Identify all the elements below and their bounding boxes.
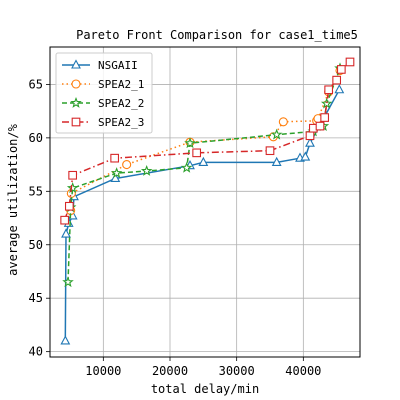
x-tick-label: 20000 bbox=[152, 364, 188, 378]
chart-title: Pareto Front Comparison for case1_time5 bbox=[76, 28, 358, 42]
legend-label: SPEA2_1 bbox=[98, 78, 144, 91]
data-point bbox=[321, 114, 329, 122]
data-point bbox=[346, 58, 354, 66]
legend-marker bbox=[72, 118, 80, 126]
data-point bbox=[193, 149, 201, 157]
data-point bbox=[266, 147, 274, 155]
legend-label: SPEA2_2 bbox=[98, 97, 144, 110]
x-tick-label: 10000 bbox=[85, 364, 121, 378]
x-tick-label: 30000 bbox=[219, 364, 255, 378]
data-point bbox=[301, 153, 309, 161]
data-point bbox=[111, 154, 119, 162]
x-tick-label: 40000 bbox=[285, 364, 321, 378]
data-point bbox=[338, 66, 346, 74]
data-point bbox=[62, 230, 70, 238]
data-point bbox=[69, 171, 77, 179]
data-point bbox=[316, 122, 324, 130]
data-point bbox=[61, 336, 69, 344]
y-tick-label: 65 bbox=[29, 77, 43, 91]
data-point bbox=[123, 161, 131, 169]
y-axis-label: average utilization/% bbox=[6, 123, 20, 275]
legend: NSGAII SPEA2_1 SPEA2_2 SPEA2_3 bbox=[56, 53, 152, 133]
data-point bbox=[325, 86, 333, 94]
y-tick-label: 55 bbox=[29, 184, 43, 198]
legend-marker bbox=[72, 80, 80, 88]
data-point bbox=[333, 76, 341, 84]
legend-label: SPEA2_3 bbox=[98, 116, 144, 129]
data-point bbox=[335, 85, 343, 93]
data-point bbox=[66, 202, 74, 210]
data-point bbox=[61, 216, 69, 224]
y-tick-label: 60 bbox=[29, 131, 43, 145]
data-point bbox=[279, 118, 287, 126]
data-point bbox=[306, 132, 314, 140]
y-tick-label: 45 bbox=[29, 291, 43, 305]
y-tick-label: 50 bbox=[29, 238, 43, 252]
y-tick-label: 40 bbox=[29, 345, 43, 359]
legend-label: NSGAII bbox=[98, 59, 138, 72]
data-point bbox=[112, 169, 121, 177]
x-axis-label: total delay/min bbox=[151, 382, 259, 396]
